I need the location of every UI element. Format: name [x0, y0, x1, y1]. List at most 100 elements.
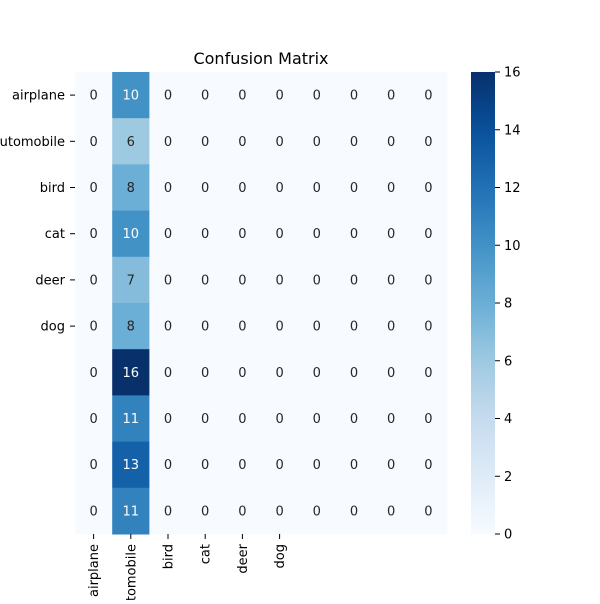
cell-value-label: 0 — [387, 135, 395, 150]
heatmap-cell — [186, 303, 225, 350]
heatmap-cell — [149, 303, 188, 350]
cell-value-label: 0 — [275, 273, 283, 288]
heatmap-cell — [223, 395, 262, 443]
cell-value-label: 0 — [313, 504, 321, 519]
cell-value-label: 16 — [123, 366, 140, 381]
cell-value-label: 0 — [89, 89, 97, 104]
cell-value-label: 0 — [89, 366, 97, 381]
cell-value-label: 0 — [164, 135, 172, 150]
heatmap-cell — [335, 210, 374, 258]
cell-value-label: 0 — [238, 89, 246, 104]
cell-value-label: 0 — [387, 320, 395, 335]
heatmap-cell — [372, 72, 411, 119]
cell-value-label: 0 — [350, 412, 358, 427]
row-tick-label: cat — [45, 227, 65, 242]
colorbar-tick-label: 10 — [504, 239, 521, 254]
colorbar-tick-label: 14 — [504, 123, 521, 138]
heatmap-cell — [75, 256, 113, 304]
cell-value-label: 0 — [313, 135, 321, 150]
heatmap-cell — [409, 395, 448, 443]
cell-value-label: 0 — [238, 273, 246, 288]
cell-value-label: 0 — [201, 412, 209, 427]
heatmap-cell — [409, 210, 448, 258]
cell-value-label: 0 — [350, 227, 358, 242]
heatmap-cell — [409, 118, 448, 165]
colorbar-tick-label: 8 — [504, 297, 512, 312]
cell-value-label: 7 — [127, 273, 135, 288]
cell-value-label: 0 — [238, 181, 246, 196]
cell-value-label: 0 — [89, 181, 97, 196]
cell-value-label: 10 — [123, 227, 140, 242]
cell-value-label: 0 — [275, 181, 283, 196]
colorbar-tick-label: 6 — [504, 354, 512, 369]
heatmap-cell — [261, 441, 299, 489]
heatmap-cell — [223, 349, 262, 396]
cell-value-label: 0 — [201, 181, 209, 196]
cell-value-label: 0 — [89, 458, 97, 473]
heatmap-cell — [75, 164, 113, 212]
row-tick-label: automobile — [0, 135, 65, 150]
heatmap-cell — [75, 72, 113, 119]
heatmap-cell — [223, 164, 262, 212]
heatmap-cell — [261, 487, 299, 535]
cell-value-label: 0 — [164, 273, 172, 288]
col-tick-label: dog — [273, 544, 288, 568]
cell-value-label: 0 — [89, 273, 97, 288]
cell-value-label: 0 — [313, 366, 321, 381]
heatmap-cell — [261, 210, 299, 258]
cell-value-label: 0 — [313, 320, 321, 335]
cell-value-label: 11 — [123, 504, 140, 519]
cell-value-label: 0 — [387, 366, 395, 381]
cell-value-label: 0 — [350, 181, 358, 196]
heatmap-cell — [372, 164, 411, 212]
heatmap-cell — [223, 256, 262, 304]
cell-value-label: 0 — [313, 227, 321, 242]
cell-value-label: 0 — [350, 89, 358, 104]
heatmap-cell — [372, 256, 411, 304]
cell-value-label: 0 — [164, 366, 172, 381]
cell-value-label: 0 — [313, 89, 321, 104]
cell-value-label: 0 — [275, 412, 283, 427]
heatmap-cell — [335, 72, 374, 119]
heatmap-cell — [186, 349, 225, 396]
cell-value-label: 8 — [127, 181, 135, 196]
heatmap: 0 10 0 0 0 0 0 0 0 0 0 6 0 0 0 0 0 0 0 0 0 8 0 0 0 0 0 0 0 0 0 10 0 0 0 0 0 0… — [75, 72, 448, 535]
col-tick-label: airplane — [87, 544, 102, 597]
heatmap-cell — [298, 395, 336, 443]
cell-value-label: 0 — [201, 320, 209, 335]
heatmap-cell — [261, 256, 299, 304]
row-tick-label: airplane — [12, 89, 65, 104]
heatmap-cell — [298, 441, 336, 489]
heatmap-cell — [372, 210, 411, 258]
cell-value-label: 8 — [127, 320, 135, 335]
cell-value-label: 0 — [275, 135, 283, 150]
cell-value-label: 0 — [238, 135, 246, 150]
heatmap-cell — [409, 487, 448, 535]
cell-value-label: 0 — [424, 227, 432, 242]
row-axis: airplane automobile bird cat deer dog — [0, 89, 75, 335]
heatmap-cell — [186, 256, 225, 304]
cell-value-label: 0 — [424, 320, 432, 335]
col-tick-label: bird — [162, 544, 177, 569]
cell-value-label: 0 — [89, 504, 97, 519]
cell-value-label: 0 — [387, 412, 395, 427]
cell-value-label: 0 — [164, 412, 172, 427]
heatmap-cell — [112, 395, 150, 443]
heatmap-cell — [372, 118, 411, 165]
cell-value-label: 6 — [127, 135, 135, 150]
heatmap-cell — [409, 164, 448, 212]
heatmap-cell — [149, 210, 188, 258]
heatmap-cell — [186, 210, 225, 258]
heatmap-cell — [409, 441, 448, 489]
col-tick-label: deer — [236, 543, 251, 573]
heatmap-cell — [112, 210, 150, 258]
colorbar-gradient — [471, 72, 495, 534]
heatmap-cell — [112, 303, 150, 350]
heatmap-cell — [298, 210, 336, 258]
row-tick-label: bird — [40, 181, 65, 196]
heatmap-cell — [298, 118, 336, 165]
heatmap-cell — [409, 256, 448, 304]
cell-value-label: 0 — [424, 273, 432, 288]
